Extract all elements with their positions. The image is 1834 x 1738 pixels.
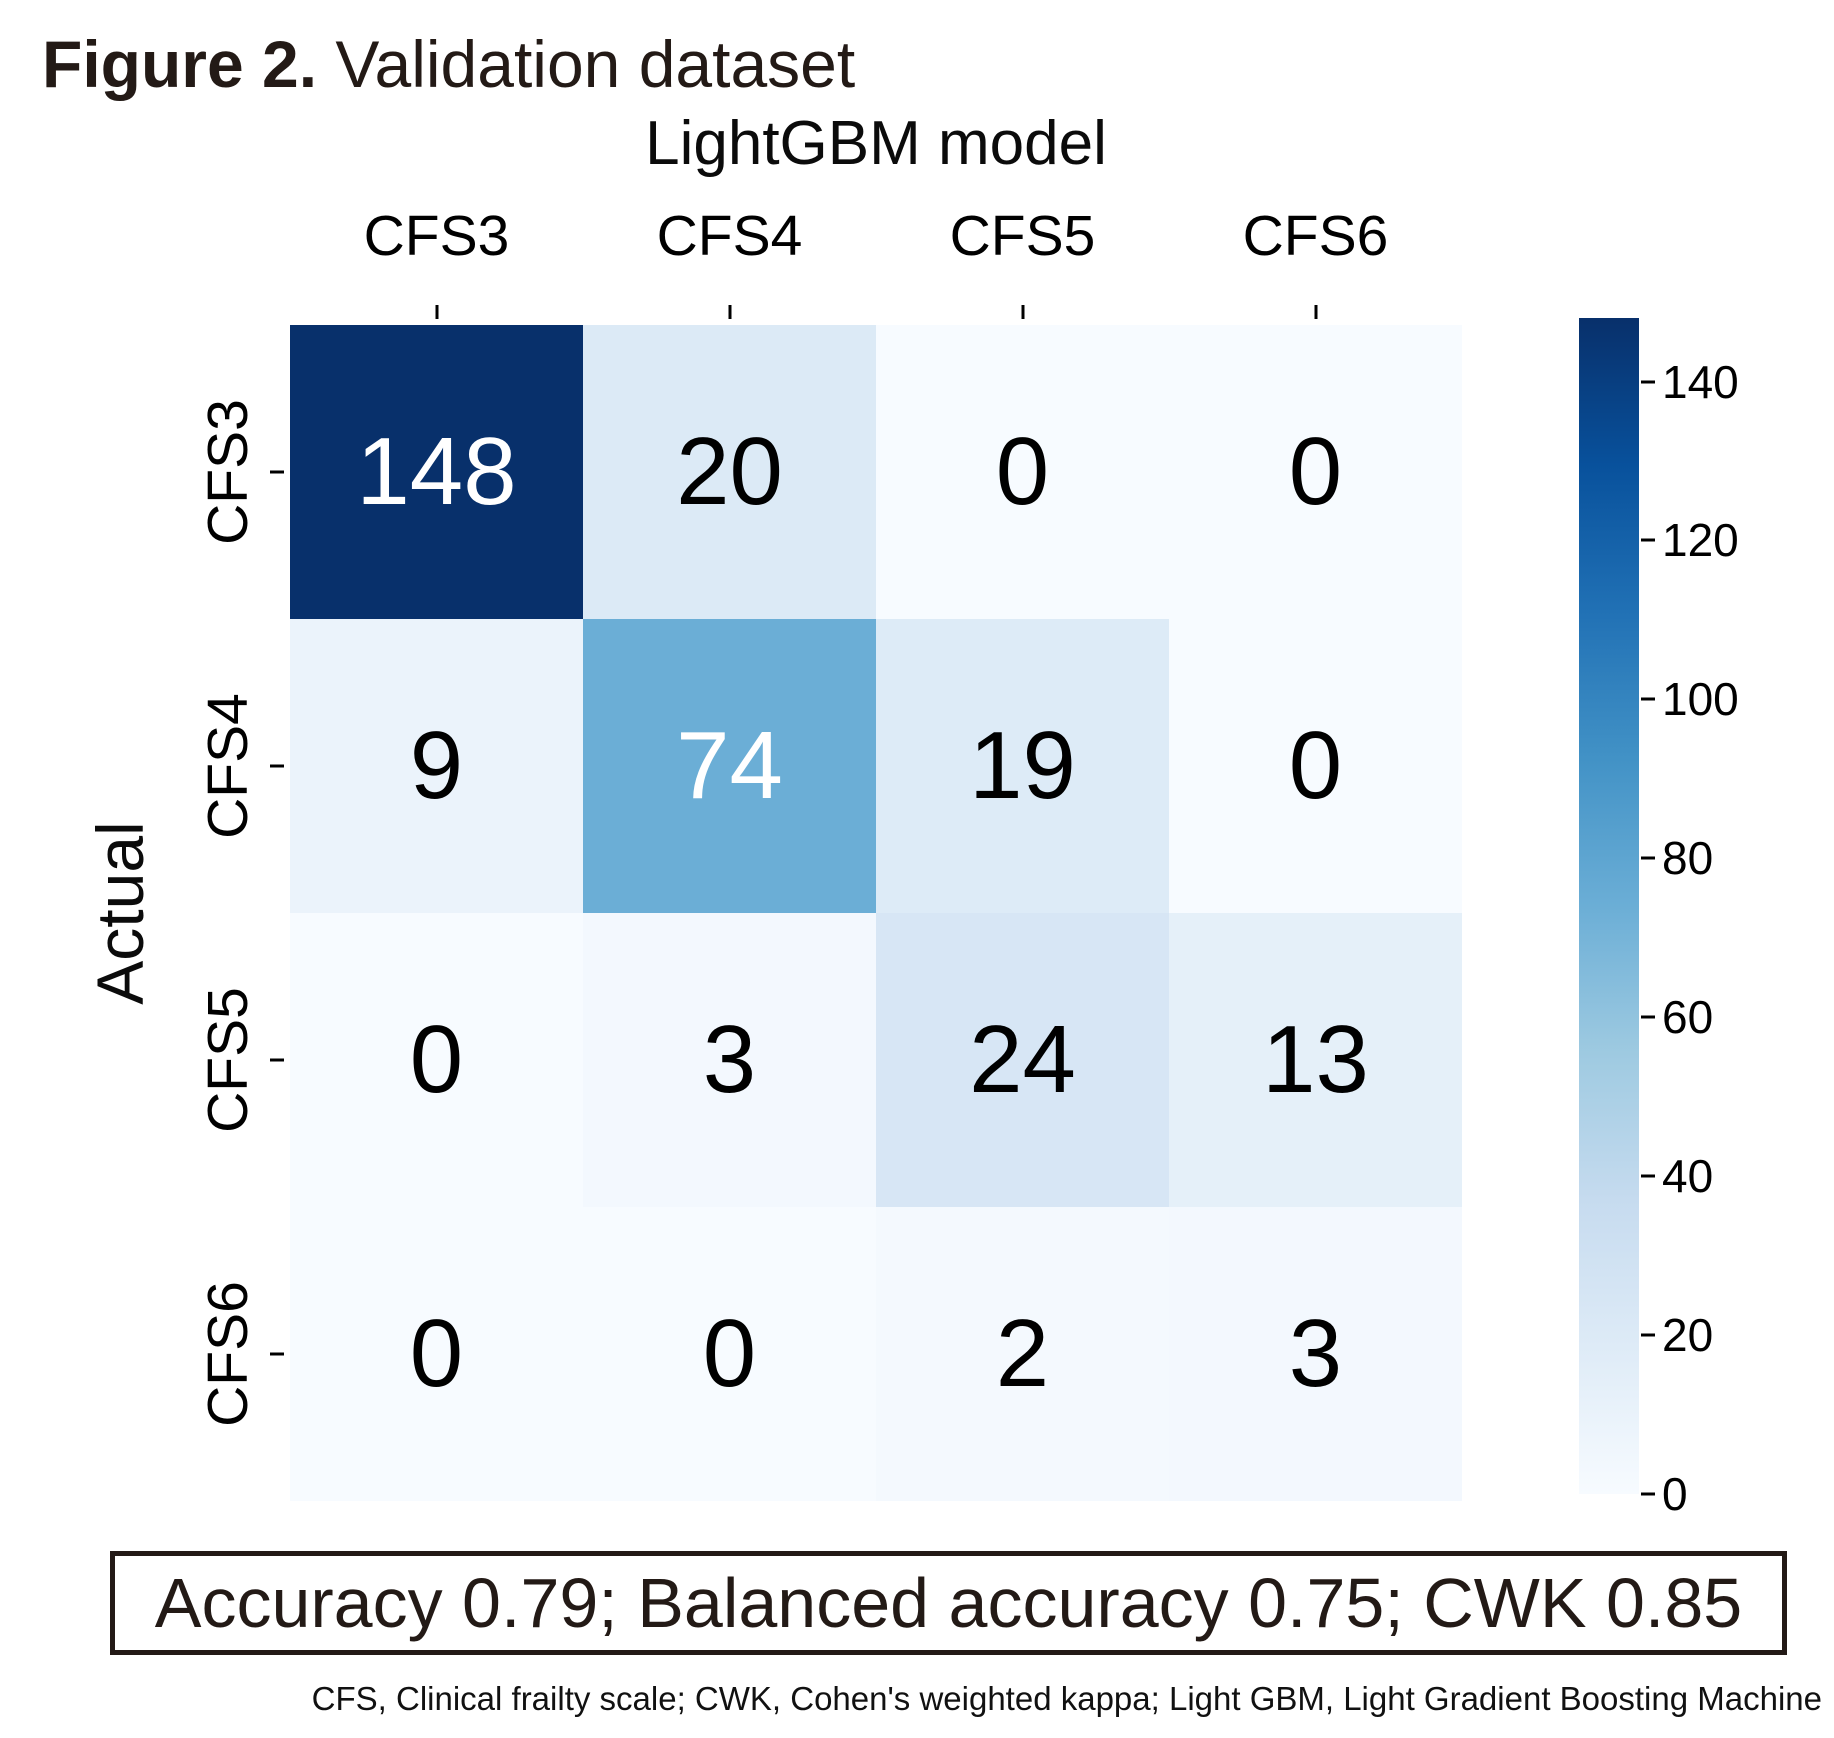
heatmap-cell-cfs6-cfs6: 3 bbox=[1169, 1207, 1462, 1501]
colorbar-tick-label: 140 bbox=[1662, 355, 1739, 408]
colorbar-tick-label: 60 bbox=[1662, 991, 1714, 1044]
y-axis-title: Actual bbox=[83, 821, 157, 1005]
x-axis-label-cfs5: CFS5 bbox=[949, 204, 1096, 268]
colorbar-tick-label: 120 bbox=[1662, 514, 1739, 567]
y-axis-tick bbox=[270, 1058, 284, 1062]
x-axis-tick bbox=[1021, 305, 1024, 319]
x-axis-tick bbox=[1314, 305, 1317, 319]
colorbar-tick bbox=[1641, 1174, 1655, 1178]
colorbar-tick bbox=[1641, 1015, 1655, 1019]
y-axis-tick bbox=[270, 1352, 284, 1356]
heatmap-cell-cfs6-cfs4: 0 bbox=[583, 1207, 876, 1501]
y-axis-label-cfs5: CFS5 bbox=[196, 987, 260, 1133]
y-axis-label-cfs3: CFS3 bbox=[196, 399, 260, 545]
x-axis-tick bbox=[435, 305, 438, 319]
heatmap-cell-cfs5-cfs5: 24 bbox=[876, 913, 1169, 1207]
heatmap-cell-cfs4-cfs4: 74 bbox=[583, 619, 876, 913]
footnote: CFS, Clinical frailty scale; CWK, Cohen'… bbox=[311, 1680, 1822, 1717]
heatmap-cell-cfs4-cfs5: 19 bbox=[876, 619, 1169, 913]
figure-caption: Figure 2. Validation dataset bbox=[42, 26, 855, 102]
x-axis-label-cfs6: CFS6 bbox=[1242, 204, 1389, 268]
colorbar-tick-label: 20 bbox=[1662, 1309, 1714, 1362]
heatmap-cell-cfs5-cfs6: 13 bbox=[1169, 913, 1462, 1207]
heatmap-cell-cfs3-cfs4: 20 bbox=[583, 325, 876, 619]
heatmap-cell-cfs6-cfs3: 0 bbox=[290, 1207, 583, 1501]
heatmap-cell-cfs3-cfs3: 148 bbox=[290, 325, 583, 619]
stats-text: Accuracy 0.79; Balanced accuracy 0.75; C… bbox=[154, 1564, 1743, 1642]
y-axis-tick bbox=[270, 470, 284, 474]
heatmap-cell-cfs4-cfs3: 9 bbox=[290, 619, 583, 913]
heatmap-cell-cfs5-cfs4: 3 bbox=[583, 913, 876, 1207]
colorbar-tick bbox=[1641, 538, 1655, 542]
stats-box: Accuracy 0.79; Balanced accuracy 0.75; C… bbox=[110, 1551, 1787, 1655]
colorbar-tick bbox=[1641, 856, 1655, 860]
x-axis-label-cfs3: CFS3 bbox=[363, 204, 510, 268]
colorbar-tick-label: 0 bbox=[1662, 1468, 1688, 1520]
x-axis-tick bbox=[728, 305, 731, 319]
figure-caption-text: Validation dataset bbox=[317, 27, 856, 101]
colorbar-tick bbox=[1641, 380, 1655, 384]
heatmap-cell-cfs3-cfs6: 0 bbox=[1169, 325, 1462, 619]
heatmap-grid: 148 20 0 0 9 74 19 0 0 3 24 13 0 0 2 3 bbox=[290, 325, 1462, 1501]
colorbar-tick bbox=[1641, 1333, 1655, 1337]
heatmap-cell-cfs6-cfs5: 2 bbox=[876, 1207, 1169, 1501]
colorbar-tick-label: 80 bbox=[1662, 832, 1714, 885]
y-axis-label-cfs4: CFS4 bbox=[196, 693, 260, 839]
colorbar bbox=[1579, 318, 1639, 1494]
colorbar-tick bbox=[1641, 1492, 1655, 1496]
chart-title: LightGBM model bbox=[645, 109, 1107, 178]
colorbar-tick bbox=[1641, 697, 1655, 701]
y-axis-label-cfs6: CFS6 bbox=[196, 1281, 260, 1427]
colorbar-tick-label: 40 bbox=[1662, 1150, 1714, 1203]
heatmap-cell-cfs5-cfs3: 0 bbox=[290, 913, 583, 1207]
y-axis-tick bbox=[270, 764, 284, 768]
heatmap-cell-cfs3-cfs5: 0 bbox=[876, 325, 1169, 619]
figure-number: Figure 2. bbox=[42, 27, 318, 101]
heatmap-cell-cfs4-cfs6: 0 bbox=[1169, 619, 1462, 913]
x-axis-label-cfs4: CFS4 bbox=[656, 204, 803, 268]
colorbar-tick-label: 100 bbox=[1662, 673, 1739, 726]
